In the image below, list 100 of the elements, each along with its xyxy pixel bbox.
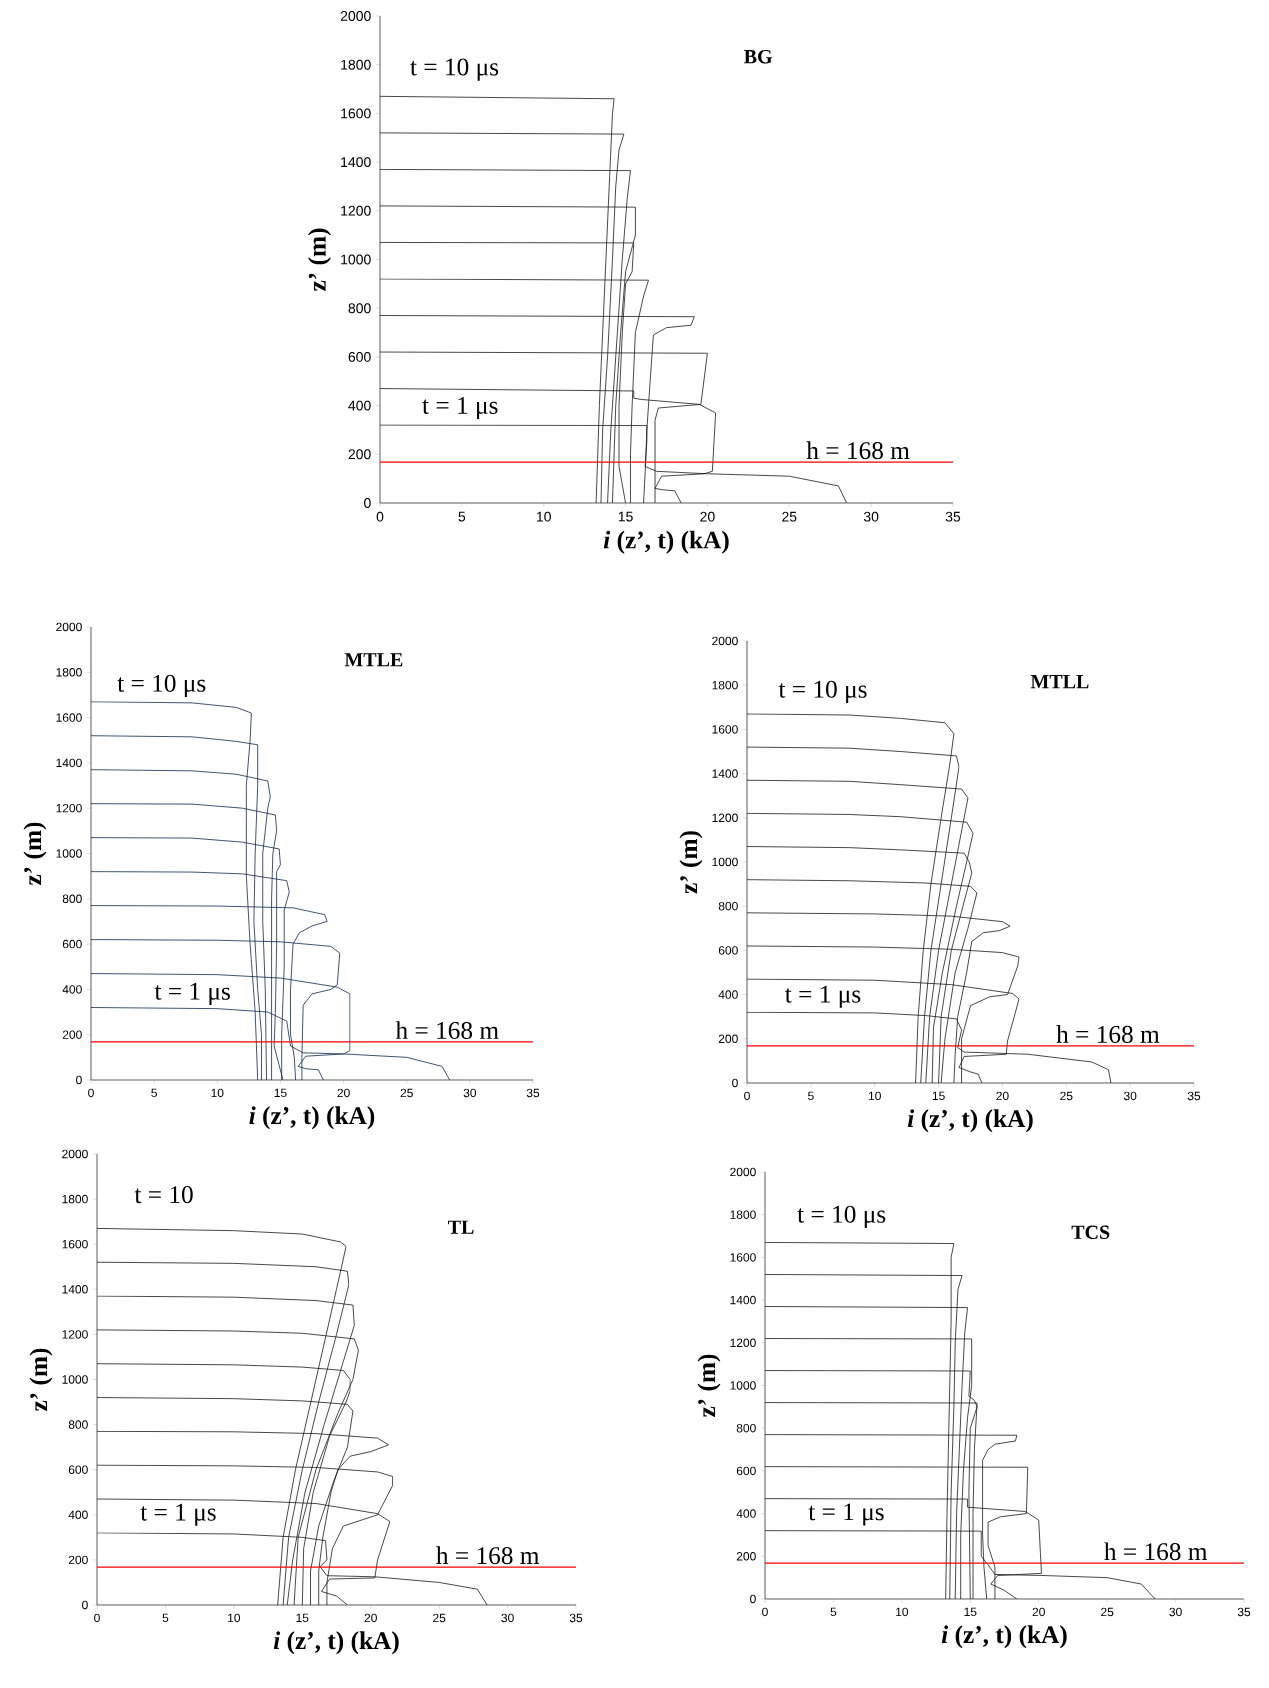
text: TL (448, 1220, 474, 1234)
x-tick-label: 10 (868, 1091, 881, 1101)
y-tick-label: 2000 (340, 11, 371, 21)
x-axis-title: i (z’, t) (kA) (273, 1631, 399, 1655)
x-tick-label: 20 (337, 1088, 350, 1098)
y-tick-label: 1400 (712, 769, 738, 778)
x-tick-label: 35 (945, 511, 961, 522)
y-axis-title: z’ (m) (308, 228, 331, 291)
x-tick-label: 20 (1032, 1607, 1045, 1617)
y-tick-label: 1800 (712, 680, 738, 690)
annotation: t = 1 μs (808, 1503, 884, 1526)
y-tick-label: 400 (348, 400, 371, 411)
y-tick-label: 600 (348, 351, 371, 362)
ref-line-label: h = 168 m (1104, 1542, 1208, 1561)
y-tick-label: 1400 (62, 1285, 88, 1294)
text: MTLE (344, 653, 403, 667)
x-tick-label: 10 (896, 1607, 909, 1617)
x-tick-label: 5 (151, 1088, 157, 1098)
x-tick-label: 15 (964, 1607, 977, 1617)
y-tick-label: 1800 (56, 668, 82, 677)
y-tick-label: 400 (68, 1510, 88, 1520)
y-tick-label: 1200 (62, 1330, 88, 1339)
x-axis-title: i (z’, t) (kA) (941, 1625, 1067, 1649)
ref-line-label: h = 168 m (395, 1021, 499, 1040)
x-tick-label: 10 (536, 511, 551, 522)
y-tick-label: 1400 (56, 758, 82, 768)
x-tick-label: 10 (228, 1613, 241, 1623)
y-tick-label: 1000 (712, 857, 738, 867)
y-axis-title: z’ (m) (679, 831, 703, 894)
y-tick-label: 800 (718, 901, 738, 911)
x-tick-label: 30 (1123, 1091, 1137, 1101)
x-tick-label: 15 (296, 1613, 309, 1623)
y-tick-label: 200 (718, 1034, 738, 1044)
y-tick-label: 2000 (62, 1149, 88, 1159)
y-tick-label: 1200 (56, 803, 82, 813)
y-tick-label: 0 (76, 1075, 82, 1085)
ref-line-label: h = 168 m (436, 1546, 540, 1565)
x-tick-label: 0 (376, 511, 384, 522)
y-tick-label: 1600 (56, 713, 82, 722)
annotation: t = 10 μs (778, 680, 867, 703)
y-tick-label: 2000 (730, 1167, 756, 1177)
x-axis-title: i (z’, t) (kA) (603, 530, 729, 554)
y-tick-label: 1800 (730, 1210, 756, 1219)
text: TCS (1071, 1225, 1110, 1240)
x-tick-label: 35 (569, 1613, 583, 1623)
annotation: t = 1 μs (154, 982, 230, 1005)
annotation: t = 1 μs (785, 985, 861, 1008)
x-tick-label: 10 (211, 1088, 224, 1098)
y-tick-label: 1800 (341, 59, 371, 70)
x-tick-label: 35 (526, 1088, 540, 1098)
x-tick-label: 15 (274, 1088, 287, 1098)
x-tick-label: 5 (458, 511, 466, 522)
x-tick-label: 5 (808, 1091, 814, 1101)
y-tick-label: 1600 (712, 725, 738, 734)
y-tick-label: 2000 (56, 622, 82, 632)
y-tick-label: 1400 (730, 1295, 756, 1305)
y-tick-label: 0 (364, 498, 371, 508)
annotation: t = 10 μs (797, 1205, 886, 1228)
y-tick-label: 200 (68, 1555, 88, 1565)
y-axis-title: z’ (m) (697, 1354, 721, 1417)
x-tick-label: 25 (400, 1088, 413, 1098)
y-tick-label: 800 (68, 1420, 88, 1429)
ref-line-label: h = 168 m (806, 441, 910, 460)
y-tick-label: 1000 (341, 254, 371, 265)
y-tick-label: 200 (62, 1030, 82, 1039)
y-tick-label: 1000 (730, 1381, 756, 1390)
x-tick-label: 20 (700, 511, 715, 522)
y-tick-label: 600 (718, 946, 738, 955)
y-tick-label: 1200 (712, 813, 738, 823)
x-tick-label: 35 (1237, 1607, 1251, 1617)
x-tick-label: 0 (94, 1613, 100, 1623)
y-tick-label: 1600 (341, 108, 371, 119)
annotation: t = 10 μs (117, 674, 206, 698)
x-tick-label: 0 (762, 1607, 768, 1617)
y-axis-title: z’ (m) (29, 1348, 53, 1411)
x-tick-label: 25 (1101, 1607, 1114, 1617)
y-tick-label: 200 (348, 449, 371, 460)
x-tick-label: 25 (433, 1613, 446, 1623)
y-tick-label: 600 (62, 939, 82, 949)
y-tick-label: 1400 (341, 157, 371, 168)
y-axis-title: z’ (m) (23, 822, 47, 885)
y-tick-label: 1200 (341, 205, 371, 216)
y-tick-label: 1600 (730, 1253, 756, 1262)
x-tick-label: 30 (1169, 1607, 1182, 1617)
text: BG (744, 49, 773, 64)
annotation: t = 10 μs (410, 58, 499, 81)
ref-line-label: h = 168 m (1056, 1025, 1160, 1043)
x-tick-label: 5 (830, 1607, 837, 1617)
x-tick-label: 30 (463, 1088, 477, 1098)
y-tick-label: 1200 (730, 1338, 756, 1348)
annotation: t = 1 μs (140, 1503, 216, 1526)
x-tick-label: 25 (782, 511, 797, 522)
y-tick-label: 1800 (62, 1194, 88, 1204)
annotation: t = 10 (134, 1186, 193, 1204)
y-tick-label: 2000 (712, 636, 738, 646)
y-tick-label: 400 (718, 990, 738, 999)
y-tick-label: 800 (736, 1423, 756, 1433)
y-tick-label: 400 (736, 1509, 756, 1518)
x-tick-label: 30 (501, 1613, 514, 1623)
y-tick-label: 800 (348, 303, 371, 314)
